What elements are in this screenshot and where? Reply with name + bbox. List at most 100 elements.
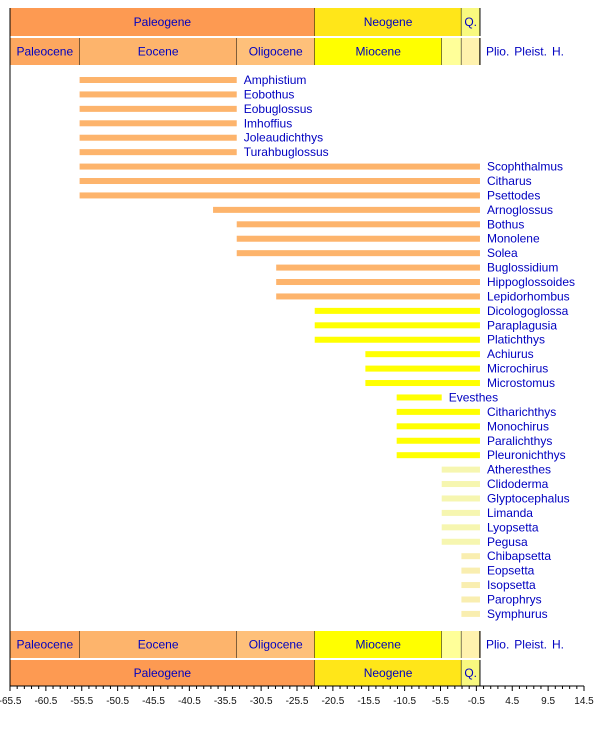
taxon-range-bar xyxy=(79,178,480,185)
taxon-label: Paraplagusia xyxy=(487,318,557,332)
x-tick-label: -35.5 xyxy=(214,696,237,707)
taxon-range-bar xyxy=(314,307,480,314)
epoch-bottom-label: Miocene xyxy=(356,638,402,652)
taxon-range-bar xyxy=(365,365,480,372)
taxon-range-bar xyxy=(365,380,480,387)
taxon-label: Imhoffius xyxy=(244,116,292,130)
taxon-range-bar xyxy=(276,264,480,271)
taxon-range-bar xyxy=(79,134,237,141)
taxon-range-bar xyxy=(79,120,237,127)
taxon-range-bar xyxy=(441,466,480,473)
taxon-label: Turahbuglossus xyxy=(244,145,329,159)
taxon-range-bar xyxy=(396,423,480,430)
x-tick-label: -15.5 xyxy=(357,696,380,707)
period-bottom-label: Q. xyxy=(464,666,477,680)
epoch-label: Oligocene xyxy=(249,45,303,59)
taxon-label: Evesthes xyxy=(449,390,498,404)
epoch-bottom-label: Pleist. xyxy=(514,638,547,652)
x-tick-label: -10.5 xyxy=(393,696,416,707)
x-tick-label: 14.5 xyxy=(574,696,594,707)
epoch-bottom-label: Oligocene xyxy=(249,638,303,652)
taxon-range-bar xyxy=(441,509,480,516)
taxon-label: Achiurus xyxy=(487,347,534,361)
x-tick-label: 9.5 xyxy=(541,696,555,707)
taxon-range-bar xyxy=(79,149,237,156)
epoch-label: H. xyxy=(552,45,564,59)
taxon-range-bar xyxy=(236,250,480,257)
taxon-label: Solea xyxy=(487,246,518,260)
epoch-band xyxy=(236,38,315,65)
taxon-label: Microchirus xyxy=(487,362,548,376)
taxon-range-bar xyxy=(236,221,480,228)
x-tick-label: -25.5 xyxy=(286,696,309,707)
taxon-range-bar xyxy=(461,582,480,589)
taxon-range-bar xyxy=(79,163,480,170)
taxon-label: Lepidorhombus xyxy=(487,289,570,303)
taxon-range-bar xyxy=(314,322,480,329)
taxon-label: Monochirus xyxy=(487,419,549,433)
taxon-label: Eobuglossus xyxy=(244,102,313,116)
taxon-label: Psettodes xyxy=(487,188,540,202)
epoch-bottom-band xyxy=(236,631,315,658)
taxon-label: Eopsetta xyxy=(487,564,535,578)
epoch-band xyxy=(441,38,462,65)
period-label: Neogene xyxy=(364,15,413,29)
taxon-range-bar xyxy=(396,452,480,459)
x-tick-label: -45.5 xyxy=(142,696,165,707)
taxon-range-bar xyxy=(236,235,480,242)
taxon-label: Clidoderma xyxy=(487,477,549,491)
taxon-range-bar xyxy=(461,610,480,617)
epoch-label: Pleist. xyxy=(514,45,547,59)
period-band xyxy=(314,8,462,36)
taxon-label: Glyptocephalus xyxy=(487,491,570,505)
period-label: Paleogene xyxy=(134,15,192,29)
taxon-label: Pleuronichthys xyxy=(487,448,566,462)
taxon-label: Monolene xyxy=(487,232,540,246)
epoch-label: Plio. xyxy=(486,45,509,59)
epoch-label: Miocene xyxy=(356,45,402,59)
taxon-label: Joleaudichthys xyxy=(244,131,323,145)
epoch-bottom-label: H. xyxy=(552,638,564,652)
epoch-bottom-label: Plio. xyxy=(486,638,509,652)
epoch-bottom-label: Eocene xyxy=(138,638,179,652)
taxon-range-bar xyxy=(79,77,237,83)
period-bottom-band xyxy=(314,660,462,686)
epoch-bottom-band xyxy=(461,631,480,658)
taxon-label: Amphistium xyxy=(244,73,307,87)
x-tick-label: -65.5 xyxy=(0,696,22,707)
epoch-bottom-band xyxy=(314,631,442,658)
x-tick-label: -0.5 xyxy=(468,696,486,707)
taxon-label: Microstomus xyxy=(487,376,555,390)
epoch-label: Paleocene xyxy=(16,45,73,59)
taxon-range-bar xyxy=(213,206,480,213)
taxon-label: Limanda xyxy=(487,506,533,520)
taxon-label: Chibapsetta xyxy=(487,549,551,563)
taxon-label: Buglossidium xyxy=(487,261,558,275)
taxon-range-bar xyxy=(396,437,480,444)
period-label: Q. xyxy=(464,15,477,29)
taxon-range-bar xyxy=(461,596,480,603)
taxon-range-bar xyxy=(396,394,442,401)
taxon-range-bar xyxy=(441,481,480,488)
x-tick-label: 4.5 xyxy=(505,696,519,707)
x-tick-label: -50.5 xyxy=(106,696,129,707)
taxon-label: Paralichthys xyxy=(487,434,552,448)
taxon-range-bar xyxy=(314,336,480,343)
x-tick-label: -20.5 xyxy=(321,696,344,707)
x-tick-label: -60.5 xyxy=(34,696,57,707)
taxon-label: Bothus xyxy=(487,217,524,231)
epoch-bottom-band xyxy=(79,631,237,658)
epoch-bottom-band xyxy=(441,631,462,658)
taxon-range-bar xyxy=(276,279,480,286)
period-bottom-band xyxy=(461,660,480,686)
taxon-label: Lyopsetta xyxy=(487,520,539,534)
taxon-label: Citharichthys xyxy=(487,405,556,419)
taxon-label: Arnoglossus xyxy=(487,203,553,217)
taxon-label: Scophthalmus xyxy=(487,160,563,174)
period-band xyxy=(461,8,480,36)
taxon-label: Eobothus xyxy=(244,87,295,101)
x-tick-label: -55.5 xyxy=(70,696,93,707)
taxon-range-bar xyxy=(79,91,237,98)
taxon-label: Atheresthes xyxy=(487,463,551,477)
taxon-range-bar xyxy=(396,408,480,415)
